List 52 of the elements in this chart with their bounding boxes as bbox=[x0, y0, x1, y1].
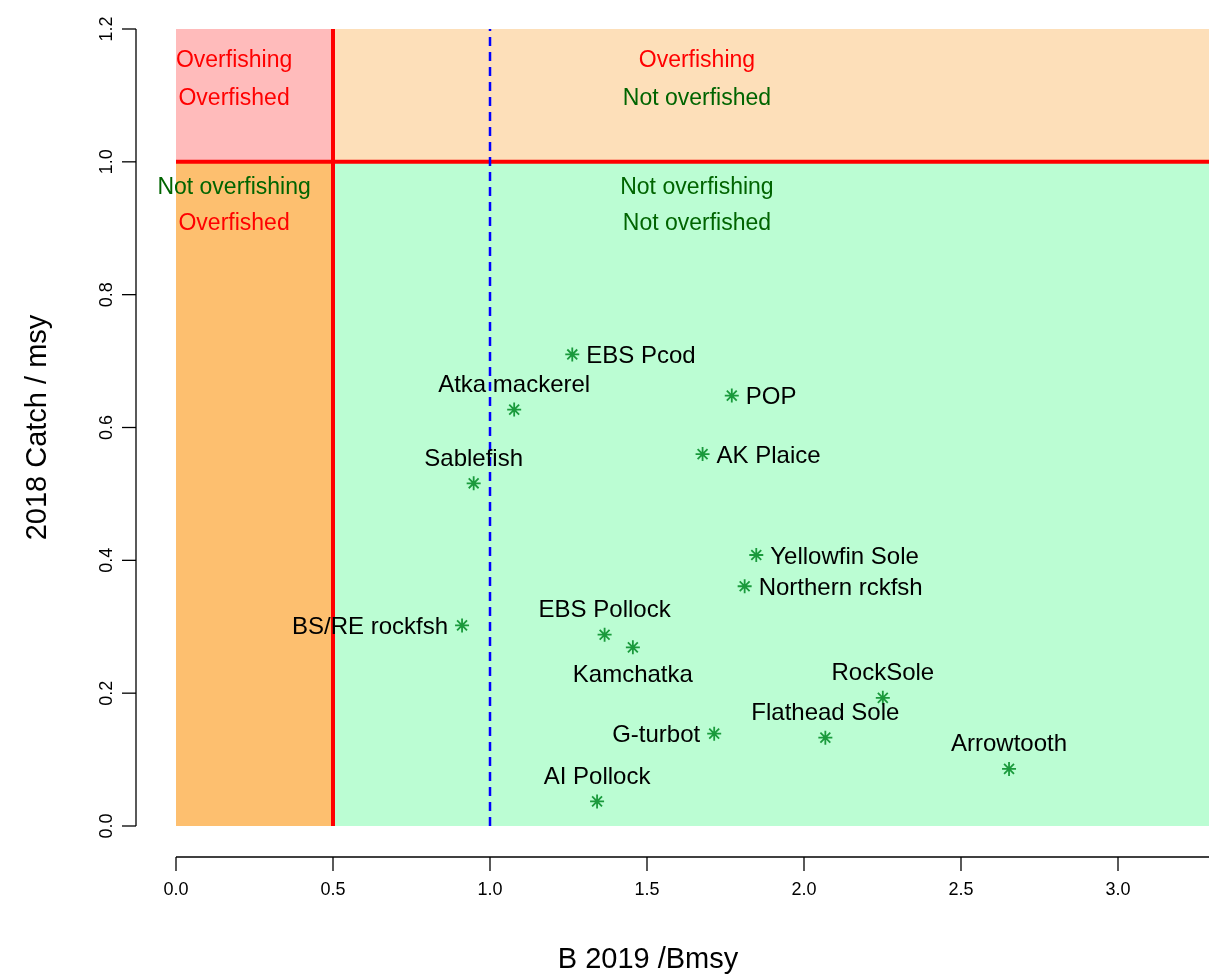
data-label: RockSole bbox=[831, 658, 935, 686]
y-tick-label: 0.0 bbox=[96, 813, 116, 839]
point bbox=[465, 475, 482, 492]
y-tick-label: 1.0 bbox=[96, 149, 116, 175]
annotation: Not overfished bbox=[622, 208, 772, 235]
data-label: AK Plaice bbox=[716, 440, 821, 468]
data-label: G-turbot bbox=[612, 720, 701, 748]
data-label: Northern rckfsh bbox=[758, 572, 923, 600]
point bbox=[596, 626, 613, 643]
y-tick-label: 1.2 bbox=[96, 16, 116, 42]
data-label: Flathead Sole bbox=[751, 698, 900, 726]
point bbox=[454, 617, 470, 634]
x-tick-label: 2.5 bbox=[948, 879, 974, 899]
annotation: Overfished bbox=[178, 83, 290, 110]
data-label: Kamchatka bbox=[572, 659, 694, 687]
point bbox=[1001, 760, 1017, 777]
data-label: POP bbox=[745, 382, 797, 410]
x-tick-label: 1.5 bbox=[634, 879, 660, 899]
data-label: Atka mackerel bbox=[438, 370, 591, 398]
point bbox=[624, 639, 641, 656]
point bbox=[706, 725, 723, 742]
x-tick-label: 0.5 bbox=[320, 879, 346, 899]
point bbox=[564, 346, 581, 363]
point bbox=[589, 793, 605, 810]
y-tick-label: 0.6 bbox=[96, 414, 116, 441]
x-tick-label: 1.0 bbox=[477, 879, 503, 899]
data-label: AI Pollock bbox=[543, 761, 652, 789]
data-label: EBS Pcod bbox=[586, 340, 696, 368]
annotation: Overfished bbox=[178, 208, 290, 235]
x-tick-label: 3.0 bbox=[1105, 879, 1131, 899]
annotation: Overfishing bbox=[175, 45, 293, 72]
annotation: Not overfishing bbox=[157, 172, 311, 199]
y-tick-label: 0.4 bbox=[96, 547, 116, 573]
point bbox=[736, 578, 753, 595]
point bbox=[817, 729, 834, 746]
x-tick-label: 2.0 bbox=[791, 879, 817, 899]
data-label: EBS Pollock bbox=[538, 595, 672, 623]
point bbox=[506, 401, 523, 418]
y-tick-label: 0.2 bbox=[96, 680, 116, 706]
data-label: Yellowfin Sole bbox=[770, 541, 919, 569]
x-tick-label: 0.0 bbox=[163, 879, 189, 899]
annotation: Not overfishing bbox=[620, 172, 774, 199]
point bbox=[694, 446, 711, 462]
y-axis-title: 2018 Catch / msy bbox=[20, 314, 52, 541]
point bbox=[748, 547, 765, 563]
annotation: Not overfished bbox=[622, 83, 772, 110]
y-tick-label: 0.8 bbox=[96, 282, 116, 308]
annotation: Overfishing bbox=[638, 45, 756, 72]
x-axis-title: B 2019 /Bmsy bbox=[557, 942, 739, 974]
data-label: Sablefish bbox=[424, 443, 524, 471]
point bbox=[723, 387, 740, 404]
data-label: Arrowtooth bbox=[951, 729, 1068, 757]
